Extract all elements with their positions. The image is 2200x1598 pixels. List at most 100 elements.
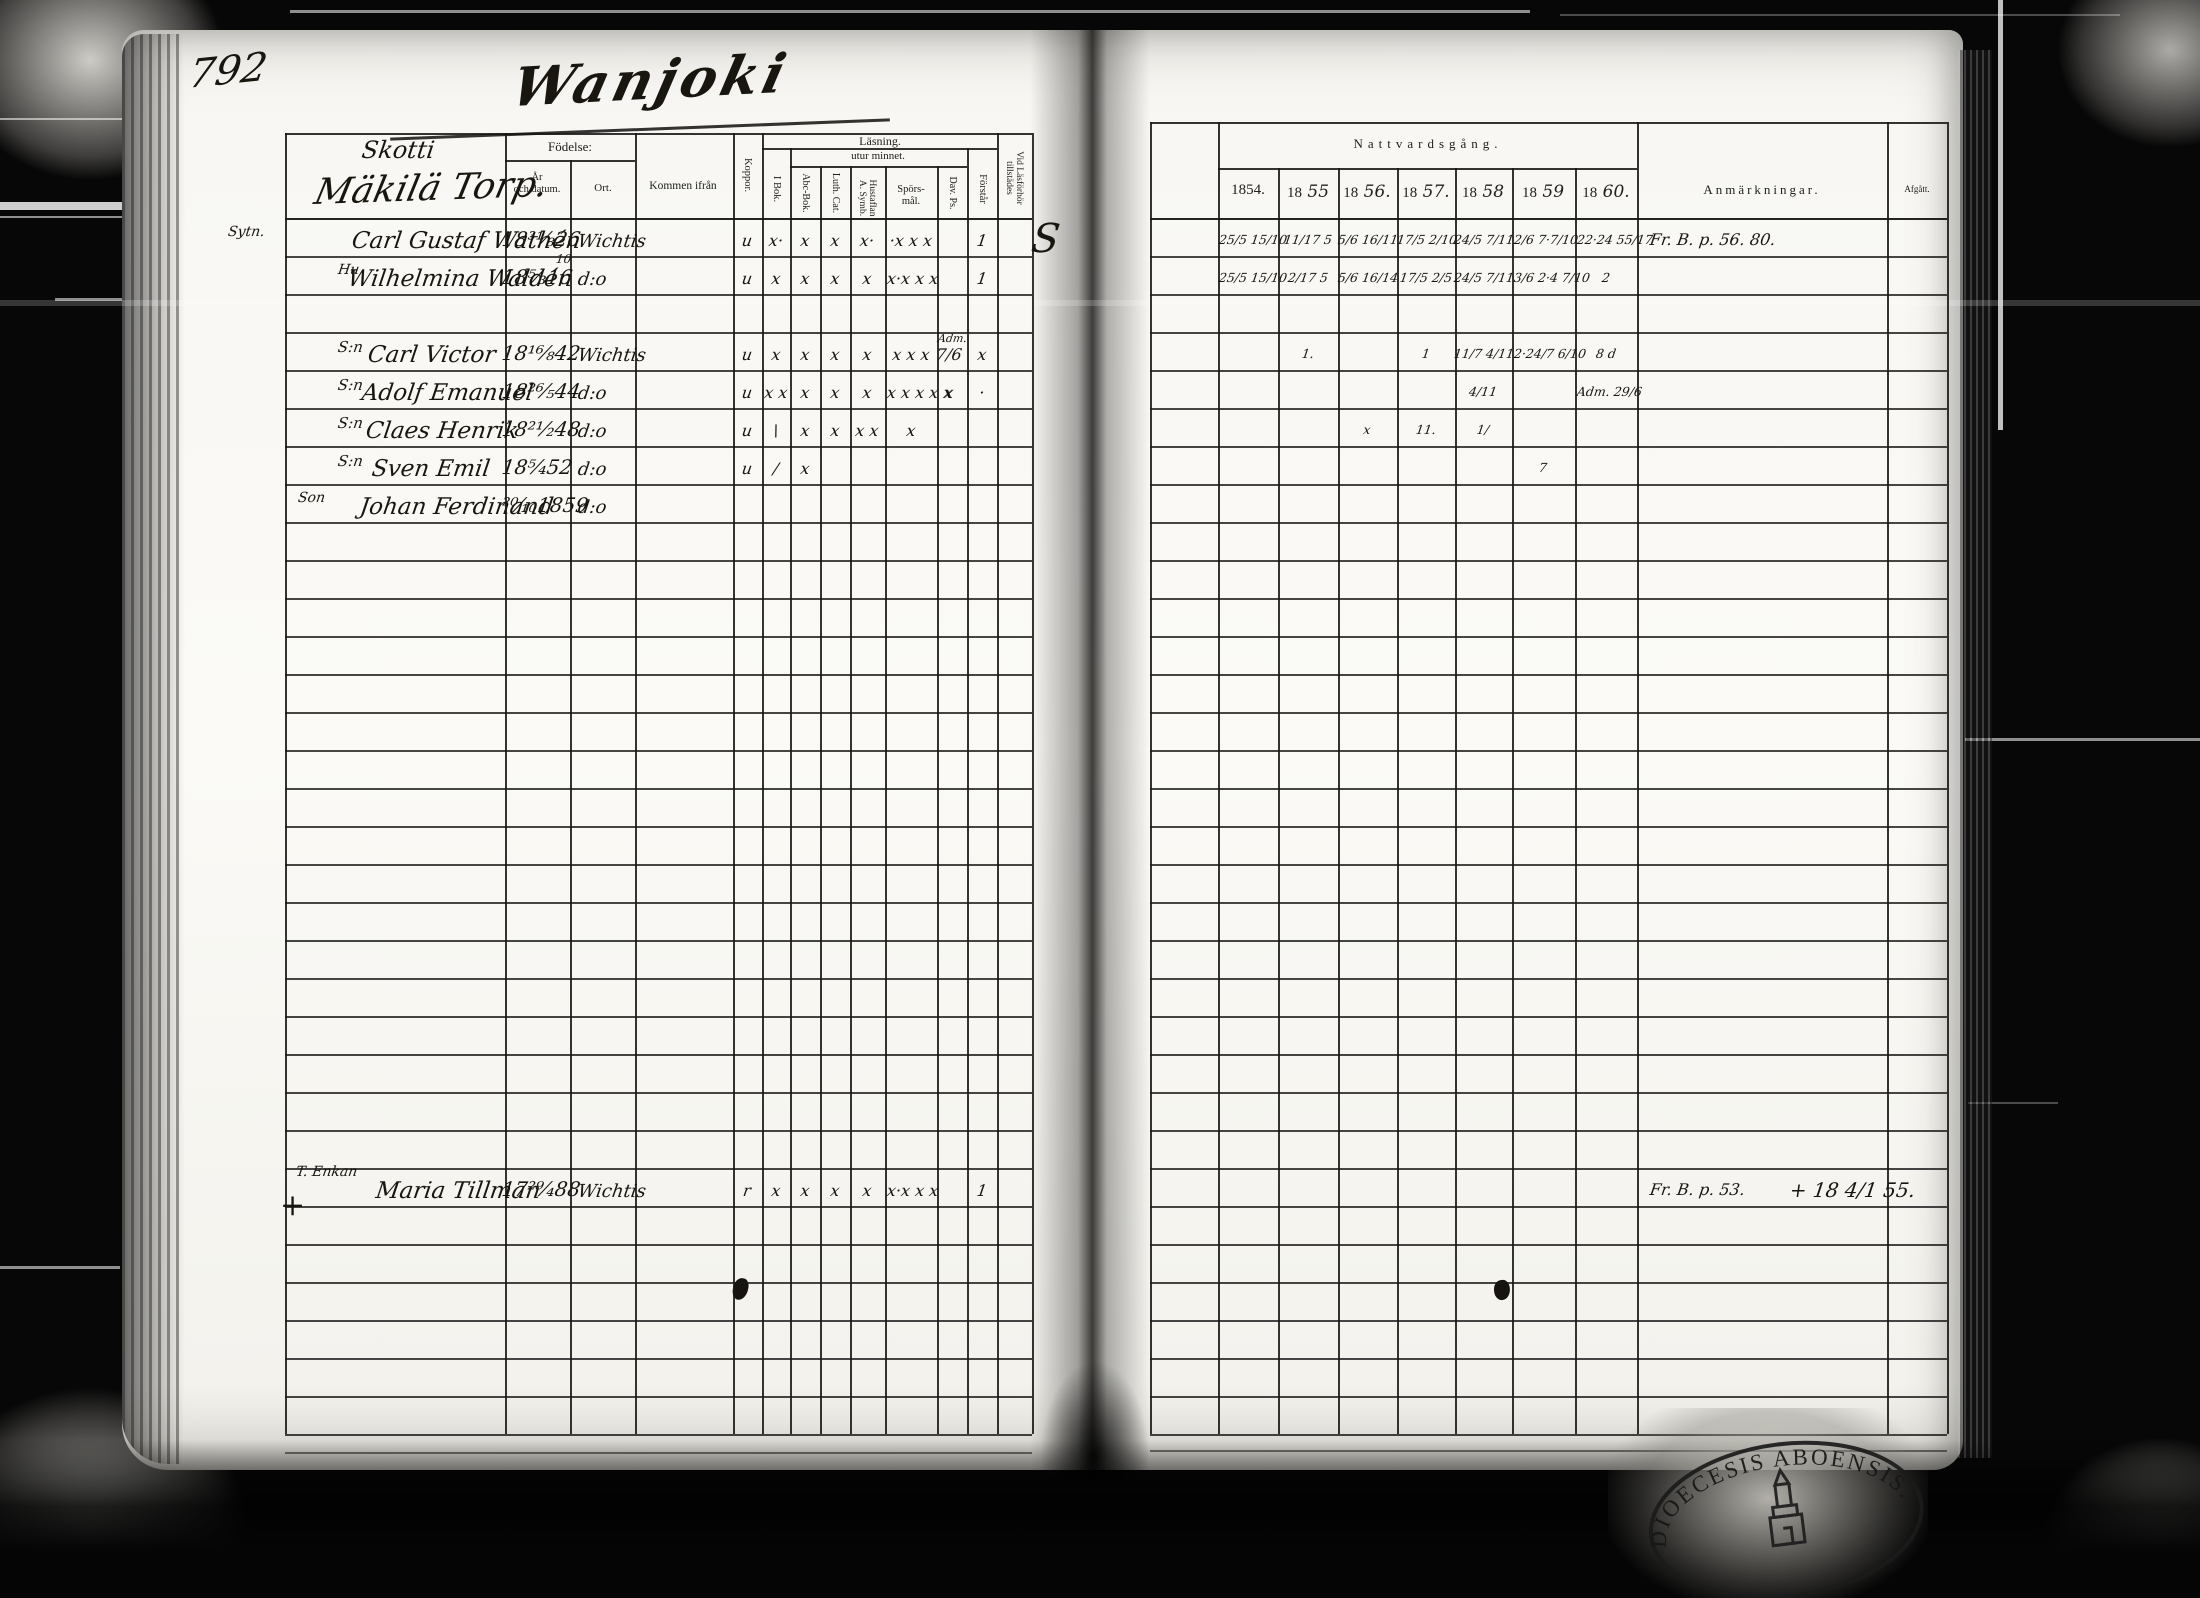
table-rule: [937, 166, 939, 1434]
table-rule: [1150, 1016, 1947, 1018]
reading-mark: x: [905, 421, 917, 440]
page-stack-edge-left: [122, 34, 184, 1464]
communion-mark: 11.: [1414, 422, 1437, 437]
communion-mark: 1.: [1300, 346, 1316, 361]
margin-note: S:n: [336, 338, 365, 356]
page-number: 792: [185, 44, 271, 98]
communion-mark: 5/6 16/14: [1336, 270, 1400, 285]
departure-note: + 18 4/1 55.: [1788, 1178, 1917, 1202]
communion-mark: 1: [1420, 346, 1432, 361]
year-header: 18 58: [1461, 182, 1505, 202]
table-rule: [285, 636, 1032, 638]
birth-date: 18²⁶⁄₅44: [500, 379, 582, 403]
table-rule: [505, 133, 507, 1434]
table-rule: [285, 788, 1032, 790]
table-rule: [285, 750, 1032, 752]
communion-mark: 2/6 7·7/10: [1512, 232, 1580, 247]
table-rule: [1150, 484, 1947, 486]
table-rule: [1887, 122, 1889, 1434]
table-rule: [1338, 168, 1340, 1434]
page-stack-edge-right: [1958, 50, 1992, 1458]
table-rule: [1150, 332, 1947, 334]
reading-mark: 1: [975, 269, 989, 288]
table-rule: [1947, 122, 1949, 1434]
year-header: 18 60.: [1582, 182, 1630, 202]
communion-mark: 2·24/7 6/10: [1512, 346, 1588, 361]
margin-note: S:n: [336, 452, 365, 470]
table-rule: [285, 133, 1032, 135]
header-ar-och-datum: År och datum.: [513, 172, 561, 195]
header-forstar: Förstår: [977, 174, 988, 204]
year-header: 18 56.: [1343, 182, 1391, 202]
communion-mark: 11/7 4/11: [1452, 346, 1516, 361]
reading-mark: x: [861, 383, 873, 402]
communion-mark: 25/5 15/10: [1217, 232, 1289, 247]
header-ort: Ort.: [594, 182, 612, 194]
stamp-text: DIOECESIS ABOENSIS.: [1635, 1430, 1923, 1552]
table-rule: [1150, 1130, 1947, 1132]
header-anmarkningar: Anmärkningar.: [1703, 182, 1821, 197]
table-rule: [285, 1358, 1032, 1360]
table-rule: [1575, 168, 1577, 1434]
table-rule: [1150, 978, 1947, 980]
header-kommen-ifran: Kommen ifrån: [649, 180, 717, 192]
group-label-line1: Skotti: [360, 136, 437, 164]
table-rule: [285, 1320, 1032, 1322]
deceased-cross-mark: +: [280, 1188, 306, 1223]
stamp-tower-icon: [1768, 1467, 1807, 1548]
table-rule: [285, 560, 1032, 562]
table-rule: [1150, 902, 1947, 904]
table-rule: [1218, 122, 1220, 1434]
table-rule: [1150, 826, 1947, 828]
table-rule: [1150, 636, 1947, 638]
table-rule: [1150, 1244, 1947, 1246]
table-rule: [1150, 408, 1947, 410]
header-i-bok: I Bok.: [771, 175, 782, 203]
communion-mark: 22·24 55/17: [1575, 232, 1654, 247]
reading-mark: x: [861, 269, 873, 288]
reading-mark: x·: [858, 231, 876, 250]
table-rule: [1150, 256, 1947, 258]
header-fodelse: Födelse:: [547, 139, 593, 154]
table-rule: [285, 446, 1032, 448]
birth-date: 18¹⁶⁄₈42: [500, 341, 582, 365]
table-rule: [285, 1244, 1032, 1246]
reading-mark: ·: [978, 383, 986, 402]
reading-mark: x: [976, 345, 988, 364]
book-gutter-shadow: [1030, 30, 1150, 1470]
margin-note: Sytn.: [226, 224, 266, 240]
table-rule: [285, 712, 1032, 714]
table-rule: [1397, 168, 1399, 1434]
reading-mark: x·x x x: [885, 269, 940, 288]
table-rule: [285, 902, 1032, 904]
birth-date-correction: 10: [555, 252, 573, 266]
table-rule: [285, 674, 1032, 676]
svg-text:DIOECESIS ABOENSIS.: DIOECESIS ABOENSIS.: [1635, 1430, 1923, 1552]
communion-mark: Adm. 29/6: [1575, 384, 1643, 399]
table-rule: [285, 1282, 1032, 1284]
communion-mark: 8 d: [1594, 346, 1618, 361]
communion-mark: x: [1362, 422, 1372, 437]
table-rule: [997, 133, 999, 1434]
communion-mark: 17/5 2/10: [1395, 232, 1459, 247]
table-rule: [762, 133, 764, 1434]
header-vid-lasforhor: Vid Läsförhör tillstädes: [1004, 151, 1024, 205]
communion-mark: 24/5 7/11: [1452, 270, 1516, 285]
flourish-mark: S: [1028, 216, 1063, 262]
table-rule: [285, 826, 1032, 828]
table-rule: [1150, 1358, 1947, 1360]
table-rule: [850, 166, 852, 1434]
remark-note: Fr. B. p. 53.: [1648, 1180, 1747, 1199]
year-header: 18 57.: [1402, 182, 1450, 202]
reading-mark: x: [799, 459, 811, 478]
communion-mark: 17/5 2/5: [1398, 270, 1454, 285]
table-rule: [570, 160, 572, 1434]
table-rule: [1150, 294, 1947, 296]
table-rule: [1150, 598, 1947, 600]
table-rule: [285, 978, 1032, 980]
year-header: 1854.: [1231, 182, 1265, 198]
communion-mark: 2: [1600, 270, 1612, 285]
communion-mark: 7: [1537, 460, 1549, 475]
header-dav-ps: Dav. Ps.: [947, 176, 958, 210]
